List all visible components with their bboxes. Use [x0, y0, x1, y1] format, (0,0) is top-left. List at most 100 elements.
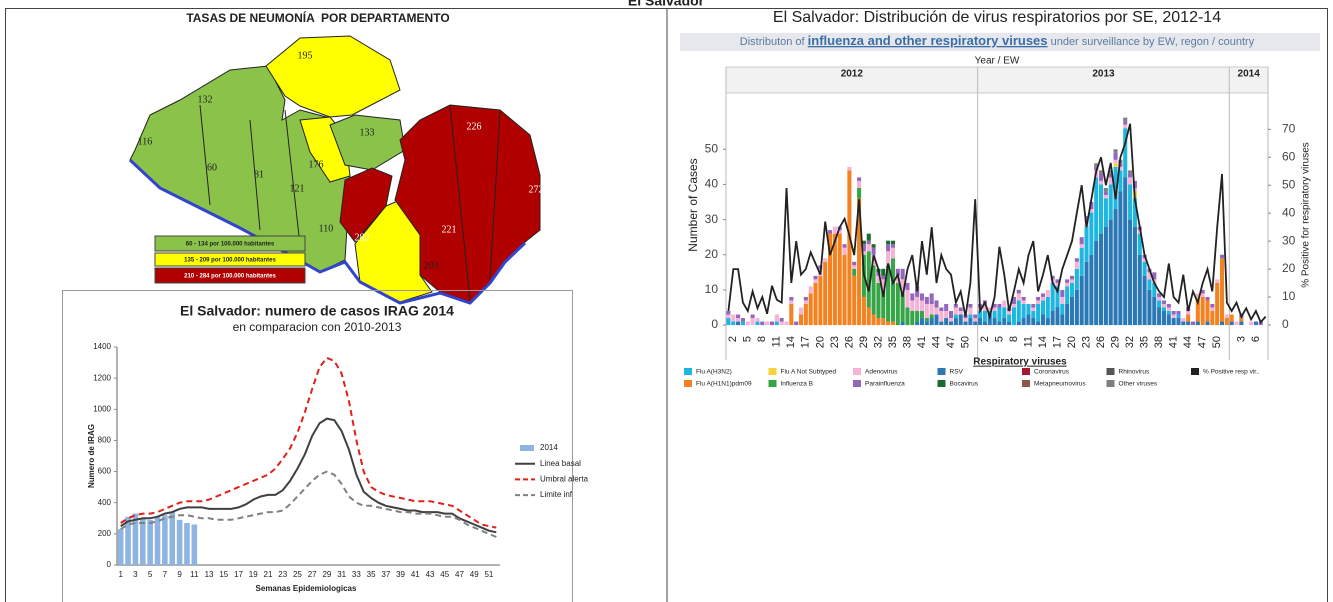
bar-segment — [939, 307, 944, 312]
bar-segment — [1084, 226, 1089, 262]
subtitle-band — [680, 33, 1320, 51]
bar-segment — [881, 289, 886, 319]
x-tick-label: 44 — [930, 336, 942, 348]
bar-segment — [992, 311, 997, 319]
bar-segment — [789, 300, 794, 304]
bar-segment — [1016, 321, 1021, 326]
bar-segment — [1089, 254, 1094, 326]
bar-segment — [1108, 170, 1113, 174]
bar-segment — [1069, 279, 1075, 283]
bar-segment — [1195, 300, 1200, 322]
map: TASAS DE NEUMONÍA POR DEPARTAMENTO 60 - … — [128, 10, 541, 305]
bar-segment — [905, 289, 910, 308]
bar-segment — [1205, 300, 1210, 322]
bar-segment — [1079, 247, 1084, 276]
legend-label: Flu A(H1N1)pdm09 — [696, 381, 752, 388]
chart-subtitle: en comparacion con 2010-2013 — [233, 320, 402, 334]
bar-segment — [1031, 307, 1036, 312]
bar-segment — [1074, 258, 1079, 262]
x-tick-label: 17 — [800, 336, 812, 348]
border — [489, 111, 501, 281]
bar-segment — [1099, 184, 1104, 234]
department-value: 60 — [207, 162, 217, 173]
bar-segment — [1113, 152, 1118, 160]
bar-segment — [1036, 321, 1041, 326]
bar-segment — [1055, 307, 1060, 326]
bar-segment — [881, 268, 886, 276]
bar-segment — [808, 293, 813, 326]
bar — [117, 529, 124, 565]
chart-subtitle: Distributon of influenza and other respi… — [740, 33, 1255, 48]
x-tick-label: 23 — [278, 570, 287, 579]
department-value: 226 — [467, 121, 482, 132]
bar-segment — [973, 318, 978, 322]
bar-segment — [1002, 318, 1007, 326]
bar-segment — [992, 303, 997, 308]
bar-segment — [1026, 314, 1031, 326]
legend-label: Parainfluenza — [865, 381, 905, 388]
bar-segment — [1190, 321, 1196, 326]
legend-label: Umbral alerta — [540, 475, 589, 484]
bar-segment — [847, 170, 852, 326]
x-tick-label: 23 — [829, 336, 841, 348]
legend-label: Influenza B — [781, 381, 814, 388]
y-axis-label: Number of Cases — [686, 158, 700, 251]
bar-segment — [1103, 198, 1108, 227]
department-value: 110 — [319, 223, 334, 234]
legend-swatch — [937, 368, 946, 375]
x-tick-label: 25 — [293, 570, 302, 579]
x-tick-label: 45 — [440, 570, 449, 579]
bar-segment — [847, 166, 852, 171]
bar — [184, 522, 190, 565]
bar-segment — [1137, 233, 1142, 255]
bar-segment — [1011, 296, 1016, 304]
x-tick-label: 13 — [205, 570, 214, 579]
bar-segment — [1215, 282, 1220, 326]
department-value: 81 — [254, 169, 264, 180]
coastline — [128, 158, 527, 305]
bar-segment — [924, 303, 929, 319]
bar-segment — [1099, 180, 1104, 185]
x-tick-label: 38 — [901, 336, 913, 348]
bar-segment — [837, 233, 842, 326]
bar — [147, 519, 153, 565]
bar-segment — [1069, 282, 1075, 297]
bar-segment — [803, 303, 808, 326]
bar-segment — [1186, 321, 1191, 326]
bar-segment — [1157, 300, 1162, 308]
chart-title: El Salvador: numero de casos IRAG 2014 — [180, 303, 454, 319]
x-tick-label: 43 — [426, 570, 435, 579]
bar-segment — [750, 318, 755, 326]
page-title: El Salvador — [628, 0, 705, 9]
bar-segment — [1128, 173, 1133, 178]
bar-segment — [948, 311, 954, 319]
bar-segment — [1118, 191, 1123, 326]
x-tick-label: 17 — [234, 570, 243, 579]
bar-segment — [886, 251, 891, 266]
bar-segment — [1040, 293, 1046, 297]
bar-segment — [1253, 321, 1258, 326]
bar-segment — [1079, 237, 1084, 245]
y2-tick-label: 60 — [1282, 149, 1296, 163]
bar-segment — [1011, 307, 1016, 326]
legend-label: Other viruses — [1119, 381, 1158, 388]
bar-segment — [924, 321, 929, 326]
bar-segment — [915, 286, 920, 297]
subtitle-part: influenza and other respiratory viruses — [808, 33, 1048, 48]
bar-segment — [1166, 303, 1171, 308]
bar-segment — [1152, 296, 1157, 326]
legend-box — [154, 235, 306, 252]
legend-swatch — [937, 380, 946, 387]
bar-segment — [1171, 318, 1176, 326]
bar-segment — [905, 282, 910, 290]
bar-segment — [798, 314, 804, 326]
bar-segment — [774, 321, 779, 326]
bar-segment — [1195, 321, 1200, 326]
bar-segment — [934, 314, 939, 326]
bar-segment — [1152, 272, 1157, 280]
bar-segment — [861, 296, 866, 326]
bar-segment — [973, 321, 978, 326]
bar-segment — [953, 303, 958, 308]
bar-segment — [1128, 219, 1133, 326]
x-tick-label: 41 — [411, 570, 420, 579]
